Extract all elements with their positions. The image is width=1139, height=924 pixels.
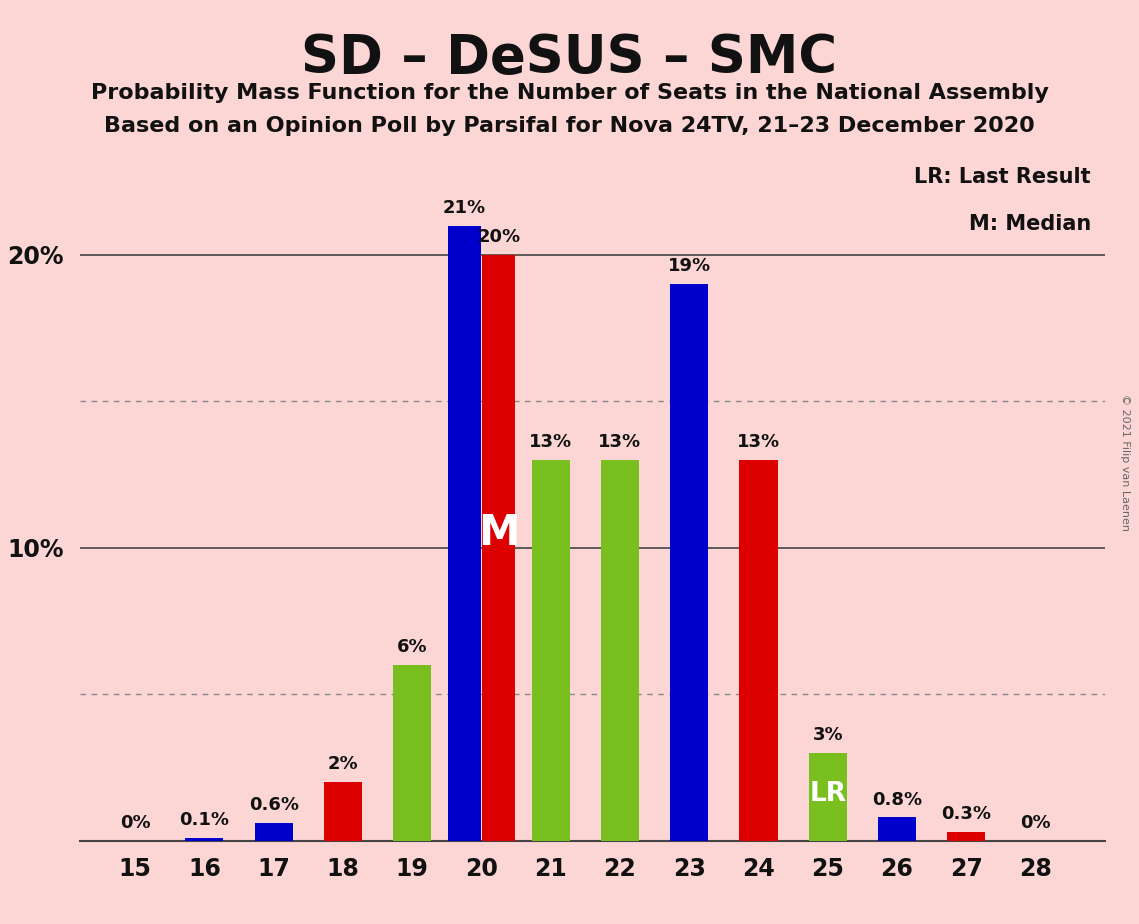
Bar [323,783,362,841]
Text: 13%: 13% [530,433,572,451]
Bar [739,460,778,841]
Bar [255,823,293,841]
Bar [393,665,432,841]
Text: LR: LR [810,781,846,807]
Bar [948,832,985,841]
Text: © 2021 Filip van Laenen: © 2021 Filip van Laenen [1121,394,1130,530]
Bar [878,818,916,841]
Text: 0%: 0% [120,814,150,832]
Text: 3%: 3% [812,726,843,744]
Text: 0.6%: 0.6% [248,796,298,814]
Bar [601,460,639,841]
Text: SD – DeSUS – SMC: SD – DeSUS – SMC [302,32,837,84]
Text: 6%: 6% [396,638,427,656]
Text: M: M [478,512,519,554]
Text: LR: Last Result: LR: Last Result [915,167,1091,187]
Text: 20%: 20% [477,228,521,246]
Bar [532,460,570,841]
Bar [809,753,846,841]
Text: 0.8%: 0.8% [872,791,923,808]
Text: M: Median: M: Median [969,214,1091,234]
Text: 19%: 19% [667,258,711,275]
Text: 21%: 21% [443,199,485,217]
Text: 13%: 13% [737,433,780,451]
Text: Based on an Opinion Poll by Parsifal for Nova 24TV, 21–23 December 2020: Based on an Opinion Poll by Parsifal for… [104,116,1035,136]
Text: 13%: 13% [598,433,641,451]
Bar [448,225,481,841]
Text: 0.1%: 0.1% [180,811,229,829]
Bar [670,285,708,841]
Text: Probability Mass Function for the Number of Seats in the National Assembly: Probability Mass Function for the Number… [91,83,1048,103]
Text: 0.3%: 0.3% [941,805,991,823]
Text: 2%: 2% [328,756,359,773]
Bar [186,838,223,841]
Text: 0%: 0% [1021,814,1051,832]
Bar [482,255,515,841]
